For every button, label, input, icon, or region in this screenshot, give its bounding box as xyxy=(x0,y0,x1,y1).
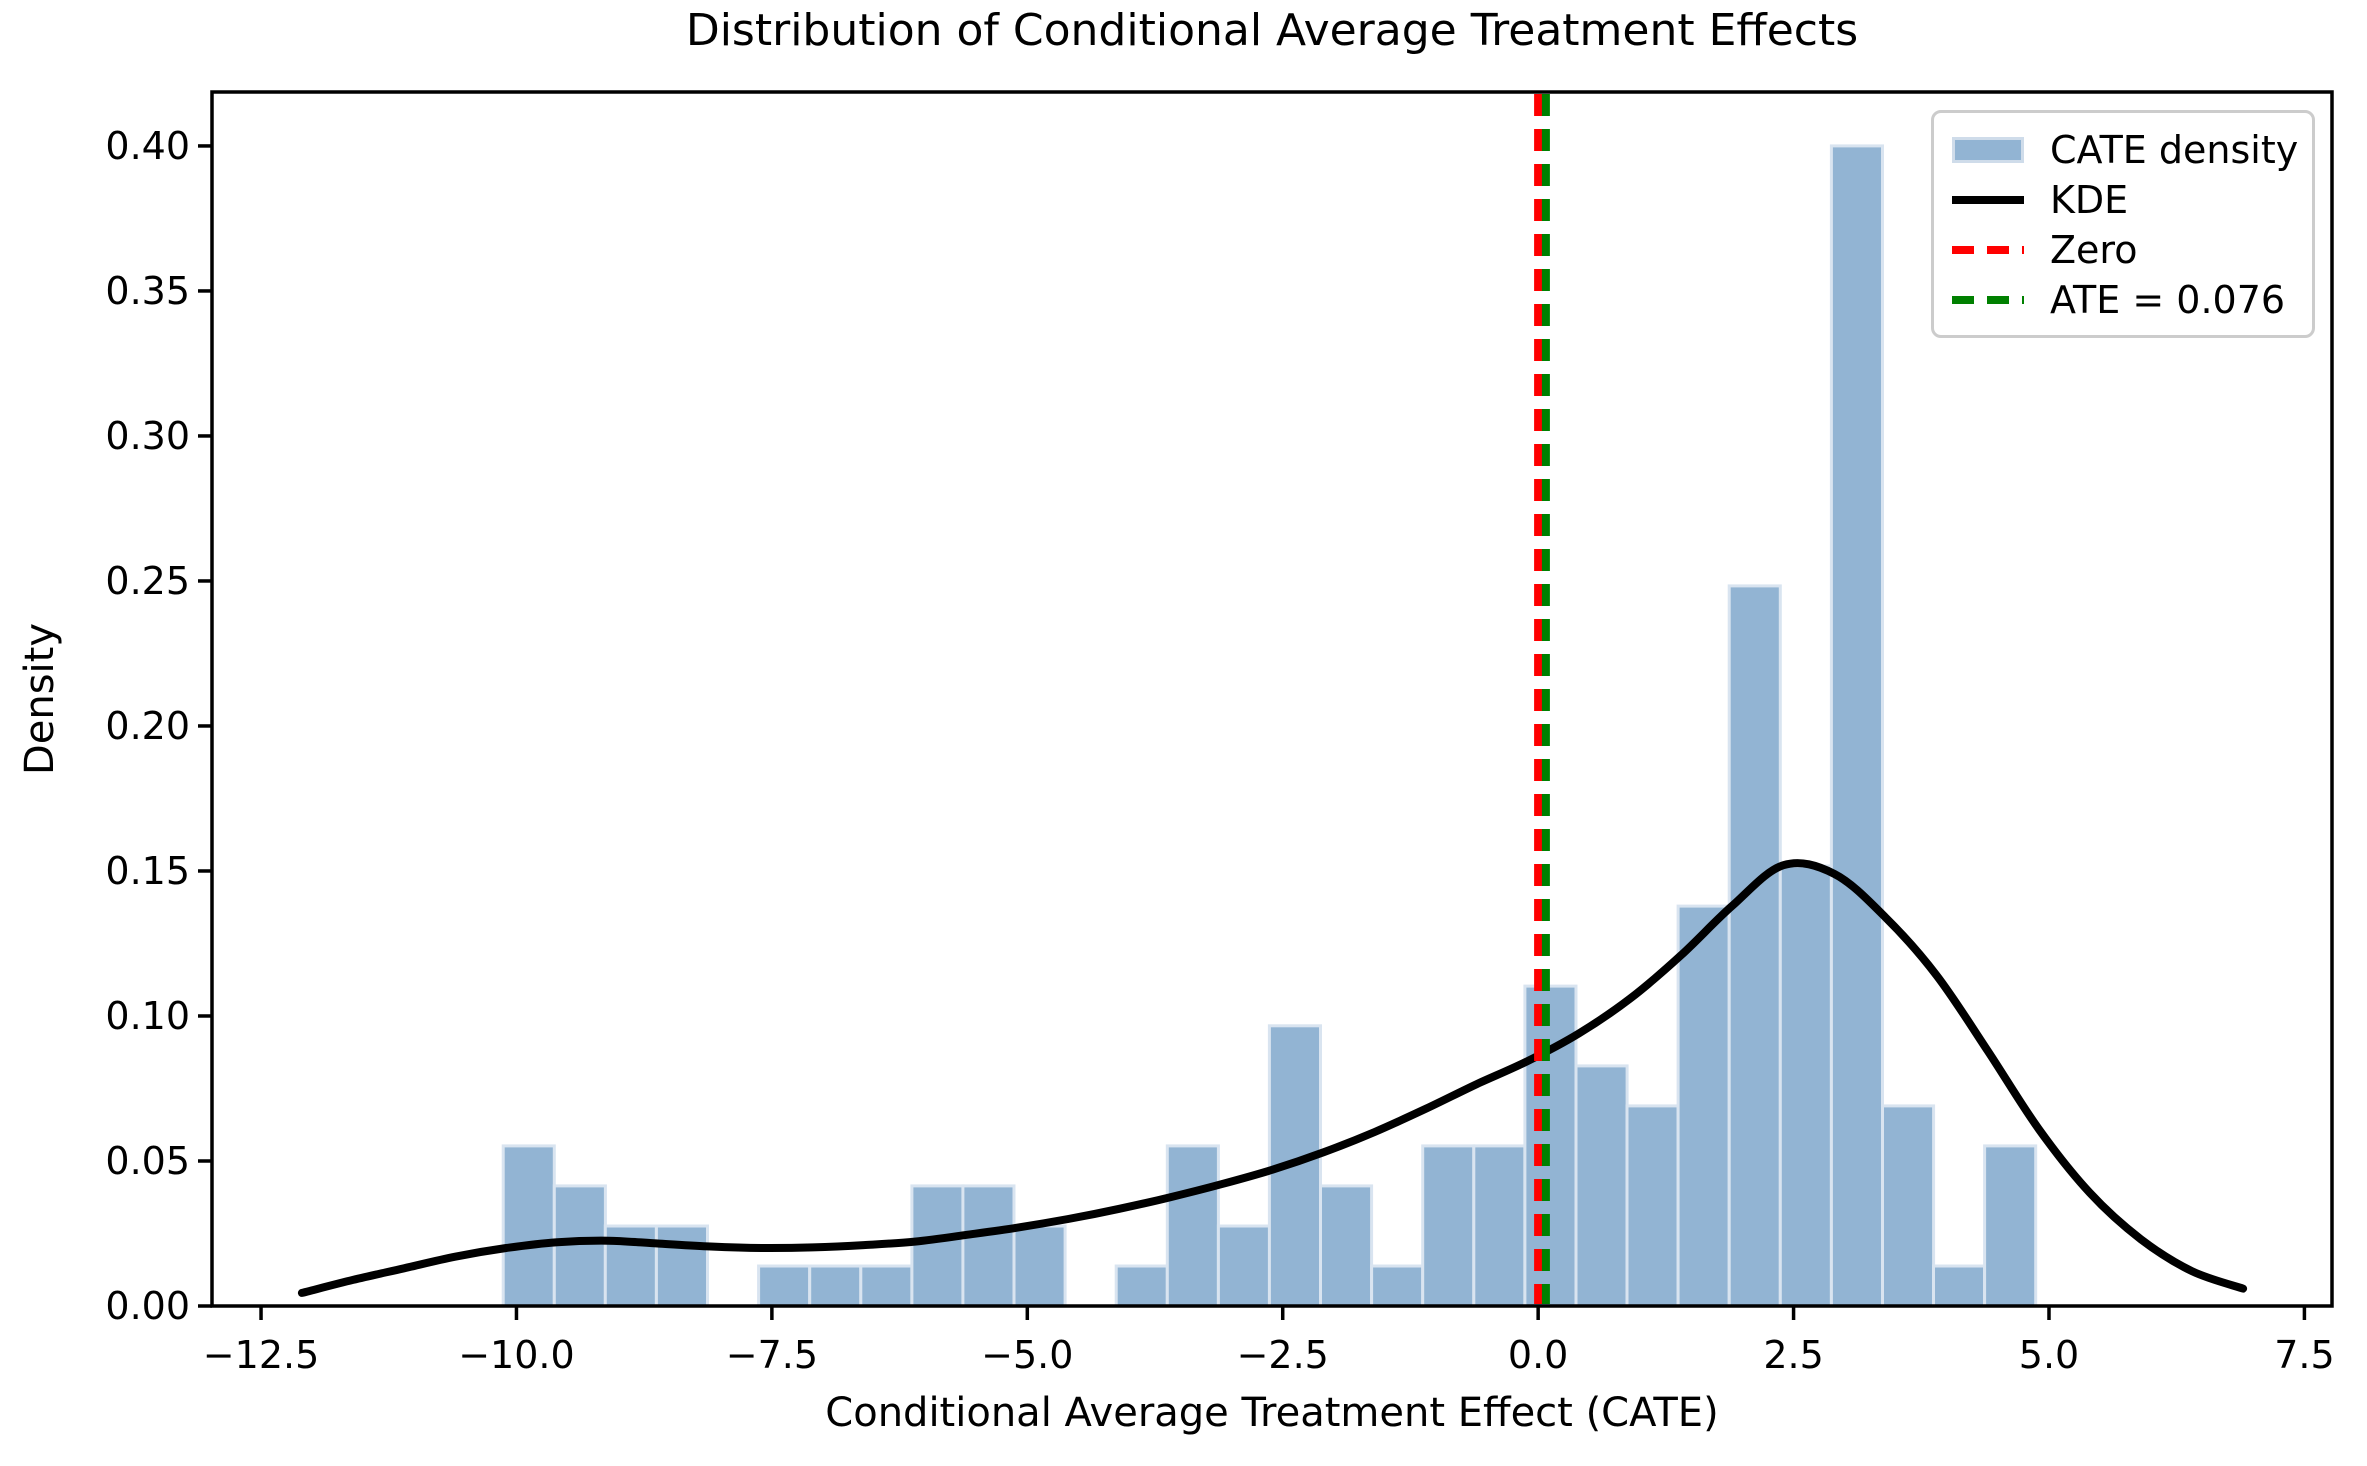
histogram-bar xyxy=(1012,1224,1067,1308)
y-tick-label: 0.40 xyxy=(105,123,190,168)
histogram-bar xyxy=(1472,1144,1527,1308)
histogram-bar xyxy=(1165,1144,1220,1308)
x-tick-label: −7.5 xyxy=(725,1333,819,1377)
y-tick-label: 0.20 xyxy=(105,703,190,748)
cate-density-swatch xyxy=(1952,137,2024,163)
legend-item-kde: KDE xyxy=(1934,178,2312,222)
histogram-bar xyxy=(501,1144,556,1308)
histogram-bar xyxy=(1932,1264,1987,1308)
legend-item-ate: ATE = 0.076 xyxy=(1934,278,2312,322)
kde-line-swatch xyxy=(1952,196,2024,204)
y-tick-label: 0.15 xyxy=(105,848,190,893)
histogram-bar xyxy=(1829,144,1885,1308)
histogram-bar xyxy=(859,1264,914,1308)
x-tick-marks xyxy=(259,1306,2307,1320)
legend-label: KDE xyxy=(2050,178,2129,222)
kde-curve xyxy=(297,859,2248,1297)
x-tick-label: −12.5 xyxy=(202,1333,320,1377)
histogram-bar xyxy=(1625,1104,1680,1308)
y-tick-label: 0.35 xyxy=(105,268,190,313)
y-tick-label: 0.00 xyxy=(105,1284,190,1328)
histogram-bar xyxy=(1574,1064,1629,1308)
x-tick-label: −2.5 xyxy=(1236,1333,1329,1377)
y-tick-label: 0.10 xyxy=(105,993,190,1038)
legend-item-cate-density: CATE density xyxy=(1934,128,2312,172)
y-tick-marks xyxy=(198,144,212,1308)
histogram-bar xyxy=(1881,1104,1936,1308)
y-tick-label: 0.30 xyxy=(105,413,190,458)
y-tick-label: 0.25 xyxy=(105,558,190,603)
legend: CATE density KDE Zero ATE = 0.076 xyxy=(1931,110,2315,338)
histogram-bar xyxy=(1983,1144,2038,1308)
histogram-bar xyxy=(654,1224,710,1308)
histogram-bar xyxy=(1114,1264,1169,1308)
histogram-bar xyxy=(552,1184,607,1308)
histogram-bar xyxy=(1676,904,1731,1308)
x-tick-label: −5.0 xyxy=(981,1333,1074,1377)
chart-title: Distribution of Conditional Average Trea… xyxy=(685,5,1859,56)
x-axis-label: Conditional Average Treatment Effect (CA… xyxy=(825,1390,1719,1436)
x-tick-label: 0.0 xyxy=(1507,1333,1569,1377)
legend-label: Zero xyxy=(2050,228,2138,272)
y-axis-label: Density xyxy=(17,622,63,776)
histogram-bar xyxy=(1421,1144,1476,1308)
x-tick-label: 2.5 xyxy=(1763,1333,1824,1377)
legend-label: ATE = 0.076 xyxy=(2050,278,2286,322)
x-tick-label: 7.5 xyxy=(2274,1333,2335,1377)
zero-line-swatch xyxy=(1952,246,2024,254)
histogram-bar xyxy=(1319,1184,1374,1308)
axes-frame xyxy=(210,90,2334,1308)
histogram-bar xyxy=(1523,984,1578,1308)
histogram-bars xyxy=(501,144,2038,1308)
x-tick-label: 5.0 xyxy=(2018,1333,2080,1377)
histogram-bar xyxy=(757,1264,812,1308)
ate-line-swatch xyxy=(1952,296,2024,304)
legend-label: CATE density xyxy=(2050,128,2299,172)
histogram-bar xyxy=(961,1184,1016,1308)
histogram-bar xyxy=(1370,1264,1425,1308)
histogram-bar xyxy=(1727,584,1782,1308)
histogram-bar xyxy=(1216,1224,1272,1308)
x-tick-label: −10.0 xyxy=(458,1333,575,1377)
histogram-bar xyxy=(808,1264,863,1308)
histogram-bar xyxy=(1778,864,1833,1308)
histogram-bar xyxy=(910,1184,965,1308)
y-tick-label: 0.05 xyxy=(105,1138,190,1183)
legend-item-zero: Zero xyxy=(1934,228,2312,272)
